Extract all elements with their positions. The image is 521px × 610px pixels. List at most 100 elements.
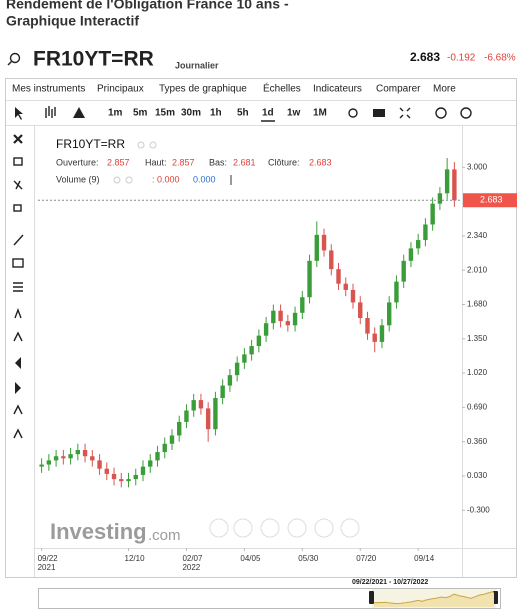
upload-icon[interactable]	[460, 107, 472, 119]
tool-fib[interactable]	[13, 282, 23, 292]
interval[interactable]: 30m	[181, 108, 201, 119]
tool-rect[interactable]	[12, 258, 24, 268]
x-tick-label: 02/07	[182, 554, 203, 563]
tool-icon[interactable]	[13, 157, 23, 166]
tool-icon[interactable]	[15, 382, 21, 394]
watermark: .com	[148, 527, 181, 544]
interval[interactable]: 1m	[108, 108, 123, 119]
x-tick-label: 09/22	[38, 554, 59, 563]
x-tick-label: 04/05	[240, 554, 261, 563]
legend-value: : 0.000	[152, 174, 180, 184]
y-tick-label: 0.690	[467, 402, 488, 411]
last-price-box	[463, 193, 517, 208]
menu-item[interactable]: Comparer	[376, 84, 421, 95]
interval[interactable]: 5h	[237, 108, 249, 119]
legend-eye[interactable]	[113, 176, 121, 184]
interval[interactable]: 1M	[313, 108, 327, 119]
nav-button[interactable]	[260, 518, 280, 538]
menu-item[interactable]: Types de graphique	[159, 84, 247, 95]
candle-body	[321, 234, 327, 251]
candle-body	[300, 297, 305, 313]
fullscreen-icon[interactable]	[399, 107, 411, 119]
y-tick-label: 3.000	[467, 162, 488, 171]
candle-body	[213, 398, 218, 430]
tool-line[interactable]	[13, 234, 24, 246]
tool-icon[interactable]	[13, 204, 22, 212]
interval[interactable]: 1w	[287, 108, 301, 119]
menu-item[interactable]: Principaux	[97, 84, 144, 95]
tool-icon[interactable]	[13, 308, 23, 342]
menu-item[interactable]: Indicateurs	[313, 84, 362, 95]
navigator-handle[interactable]	[493, 591, 498, 604]
legend-gear[interactable]	[149, 141, 157, 149]
nav-button[interactable]	[233, 518, 253, 538]
candle-body	[220, 385, 225, 399]
candle-body	[423, 224, 428, 241]
candle-body	[242, 354, 247, 363]
tool-icon[interactable]	[13, 404, 23, 439]
cursor-tool[interactable]	[15, 107, 23, 120]
candle-body	[53, 456, 59, 461]
navigator-range: 09/22/2021 - 10/27/2022	[352, 579, 428, 586]
candle-body	[278, 310, 283, 322]
candle-body	[343, 283, 348, 290]
tool-close[interactable]	[13, 134, 23, 144]
x-tick-year: 2022	[182, 563, 200, 572]
candle-type-tool[interactable]	[45, 106, 56, 118]
y-tick-label: 1.020	[467, 368, 488, 377]
camera-icon[interactable]	[373, 109, 385, 117]
area-type-tool[interactable]	[73, 107, 85, 118]
x-tick-label: 12/10	[125, 554, 146, 563]
candle-body	[39, 464, 44, 467]
candle-body	[205, 408, 211, 430]
legend-gear[interactable]	[125, 176, 133, 184]
nav-button[interactable]	[209, 518, 229, 538]
nav-button[interactable]	[314, 518, 334, 538]
y-tick-label: 0.360	[467, 437, 488, 446]
candle-body	[162, 443, 167, 453]
download-icon[interactable]	[435, 107, 447, 119]
candle-body	[430, 203, 435, 225]
price-change: -0.192	[447, 53, 476, 64]
candle-body	[437, 193, 443, 204]
candle-body	[314, 234, 319, 261]
settings-icon[interactable]	[348, 108, 358, 118]
legend-value: 2.857	[172, 157, 195, 167]
search-icon[interactable]	[9, 52, 21, 64]
candle-body	[68, 454, 73, 459]
legend-eye[interactable]	[137, 141, 145, 149]
tool-icon[interactable]	[13, 180, 23, 190]
candle-body	[372, 333, 377, 342]
candle-body	[394, 281, 399, 303]
menu-item[interactable]: Échelles	[263, 82, 301, 95]
nav-button[interactable]	[340, 518, 360, 538]
nav-button[interactable]	[287, 518, 307, 538]
interval[interactable]: 5m	[133, 108, 148, 119]
menu-item[interactable]: More	[433, 84, 456, 95]
legend-symbol: FR10YT=RR	[56, 137, 125, 151]
candle-body	[350, 289, 356, 303]
legend-value: 2.681	[233, 157, 256, 167]
candle-body	[75, 449, 81, 455]
interval-active[interactable]: 1d	[262, 108, 274, 119]
candle-body	[61, 456, 66, 459]
y-tick-label: 0.030	[467, 471, 488, 480]
navigator-handle[interactable]	[369, 591, 374, 604]
legend-value: 2.683	[309, 157, 332, 167]
interval[interactable]: 1h	[210, 108, 222, 119]
price: 2.683	[410, 50, 440, 64]
candle-body	[415, 240, 421, 249]
legend-label: Bas:	[209, 157, 227, 167]
menu-item[interactable]: Mes instruments	[12, 84, 85, 95]
interval[interactable]: 15m	[155, 108, 175, 119]
page-title: Rendement de l'Obligation France 10 ans …	[6, 0, 289, 12]
tool-icon[interactable]	[15, 357, 21, 369]
period: Journalier	[175, 60, 219, 70]
candle-body	[111, 473, 117, 480]
candle-body	[263, 323, 269, 336]
candle-body	[249, 346, 254, 355]
legend-label: Volume (9)	[56, 174, 100, 184]
x-tick-label: 07/20	[356, 554, 377, 563]
candle-body	[126, 479, 131, 482]
